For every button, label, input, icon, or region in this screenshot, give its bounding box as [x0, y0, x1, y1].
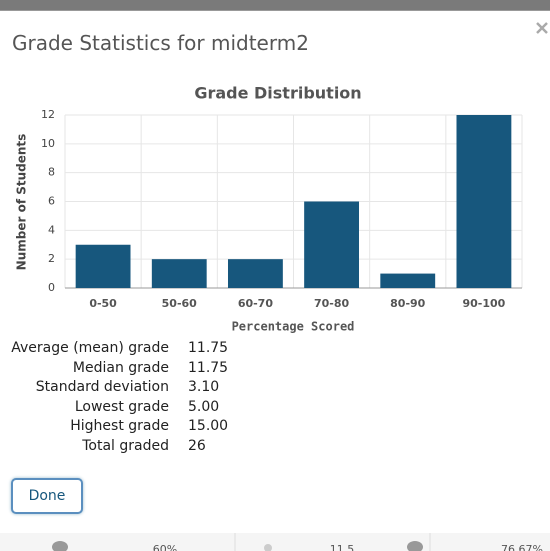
bar: [227, 259, 283, 288]
x-tick-label: 60-70: [238, 297, 274, 310]
stat-row: Highest grade 15.00: [0, 418, 300, 438]
x-tick-label: 90-100: [462, 297, 505, 310]
stat-label: Average (mean) grade: [11, 340, 169, 356]
stat-label: Highest grade: [70, 418, 169, 435]
y-axis-title: Number of Students: [15, 134, 29, 271]
stat-label: Standard deviation: [35, 379, 169, 396]
stat-value: 3.10: [188, 379, 220, 396]
stat-label: Median grade: [72, 359, 169, 376]
y-tick-label: 8: [48, 166, 55, 179]
bar: [456, 115, 512, 288]
cell-text: 11.5: [330, 543, 355, 551]
x-axis-title: Percentage Scored: [232, 320, 355, 334]
y-tick-label: 10: [41, 137, 55, 150]
y-tick-label: 6: [48, 195, 55, 208]
stat-value: 11.75: [188, 340, 229, 356]
bar: [304, 201, 360, 288]
y-tick-label: 4: [48, 223, 55, 236]
bar: [151, 259, 207, 288]
stat-row: Standard deviation 3.10: [0, 379, 300, 399]
bar: [380, 273, 436, 288]
chart: Grade Distribution Percentage Scored Num…: [15, 84, 523, 334]
cell-text: 76.67%: [501, 543, 543, 551]
x-tick-label: 80-90: [390, 297, 426, 310]
dialog-title: Grade Statistics for midterm2: [12, 31, 309, 55]
stat-value: 5.00: [188, 398, 220, 415]
bar: [75, 244, 131, 288]
cell-text: 60%: [153, 543, 177, 551]
chart-title: Grade Distribution: [194, 84, 361, 103]
stat-row: Total graded 26: [0, 438, 300, 458]
y-tick-label: 2: [48, 252, 55, 265]
stat-row: Lowest grade 5.00: [0, 399, 300, 419]
stat-label: Lowest grade: [74, 398, 169, 415]
x-tick-label: 50-60: [162, 297, 198, 310]
stat-row: Average (mean) grade 11.75: [0, 340, 300, 360]
stat-row: Median grade 11.75: [0, 360, 300, 380]
row-icons: 60% 11.5 76.67%: [52, 533, 543, 551]
x-tick-label: 70-80: [314, 297, 350, 310]
done-button[interactable]: Done: [11, 478, 83, 514]
y-tick-label: 12: [41, 108, 55, 121]
background-row: 60% 11.5 76.67%: [0, 532, 550, 551]
stat-value: 26: [188, 438, 206, 454]
x-tick-label: 0-50: [89, 297, 117, 310]
stat-value: 15.00: [188, 418, 229, 435]
y-tick-label: 0: [48, 281, 55, 294]
close-button[interactable]: [535, 21, 549, 35]
stat-label: Total graded: [82, 438, 169, 454]
stat-value: 11.75: [188, 359, 229, 376]
